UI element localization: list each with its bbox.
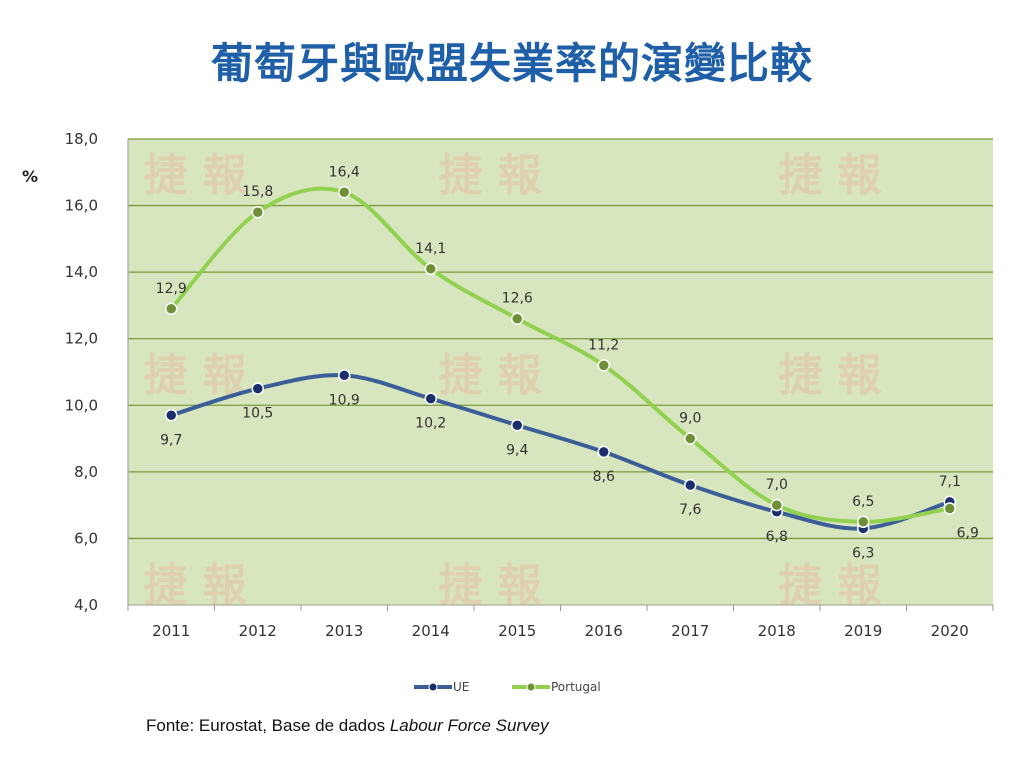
marker-ue <box>424 392 437 405</box>
y-tick-label: 16,0 <box>65 197 98 215</box>
x-tick-label: 2012 <box>239 622 277 640</box>
data-label-ue: 7,6 <box>679 502 701 518</box>
legend-label-portugal: Portugal <box>551 680 601 694</box>
x-tick-label: 2019 <box>844 622 882 640</box>
marker-ue <box>684 478 697 492</box>
legend: UE Portugal <box>414 680 601 694</box>
source-prefix: Fonte: Eurostat, Base de dados <box>146 716 390 735</box>
x-tick-label: 2017 <box>671 622 709 640</box>
y-tick-label: 14,0 <box>65 263 98 281</box>
watermark-text: 捷 報 <box>143 350 246 401</box>
data-label-portugal: 14,1 <box>415 241 446 257</box>
data-label-portugal: 12,6 <box>502 291 533 307</box>
data-label-ue: 6,3 <box>852 545 874 561</box>
y-tick-label: 8,0 <box>74 463 98 481</box>
marker-portugal <box>770 498 783 512</box>
x-tick-label: 2014 <box>412 622 450 640</box>
marker-portugal <box>857 515 870 529</box>
data-label-ue: 10,2 <box>415 416 446 432</box>
x-tick-label: 2013 <box>325 622 363 640</box>
marker-ue <box>338 369 351 382</box>
watermark-text: 捷 報 <box>143 150 246 201</box>
y-tick-label: 4,0 <box>74 596 98 614</box>
marker-portugal <box>943 502 956 515</box>
data-label-ue: 6,8 <box>766 529 788 545</box>
marker-portugal <box>597 359 610 372</box>
watermark-text: 捷 報 <box>143 560 246 611</box>
marker-ue <box>251 382 264 395</box>
data-label-portugal: 11,2 <box>588 337 619 353</box>
watermark-text: 捷 報 <box>778 150 881 201</box>
marker-portugal <box>251 205 264 219</box>
data-label-portugal: 7,0 <box>766 477 788 493</box>
source-note: Fonte: Eurostat, Base de dados Labour Fo… <box>146 716 549 736</box>
marker-ue <box>511 419 524 432</box>
data-label-ue: 7,1 <box>939 474 961 490</box>
x-tick-label: 2015 <box>498 622 536 640</box>
data-label-portugal: 6,5 <box>852 494 874 510</box>
y-tick-label: 18,0 <box>65 130 98 148</box>
series-line-portugal <box>169 186 952 524</box>
data-labels: 9,7 10,5 10,9 10,2 9,4 8,6 7,6 6,8 6,3 7,1 12,9 15,… <box>156 164 979 561</box>
watermark-text: 捷 報 <box>778 350 881 401</box>
legend-marker-portugal <box>526 682 536 692</box>
watermarks: 捷 報捷 報捷 報捷 報捷 報捷 報捷 報捷 報捷 報 <box>143 150 881 611</box>
y-tick-label: 10,0 <box>65 396 98 414</box>
watermark-text: 捷 報 <box>438 150 541 201</box>
data-label-portugal: 15,8 <box>242 184 273 200</box>
series-markers <box>165 186 956 535</box>
x-tick-label: 2011 <box>152 622 190 640</box>
watermark-text: 捷 報 <box>438 350 541 401</box>
marker-portugal <box>165 302 178 316</box>
watermark-text: 捷 報 <box>438 560 541 611</box>
series-line-ue <box>169 373 952 531</box>
data-label-ue: 9,7 <box>160 432 182 448</box>
y-tick-label: 6,0 <box>74 529 98 547</box>
data-label-portugal: 16,4 <box>329 164 360 180</box>
data-label-ue: 8,6 <box>593 469 615 485</box>
x-tick-label: 2020 <box>931 622 969 640</box>
data-label-portugal: 12,9 <box>156 281 187 297</box>
watermark-text: 捷 報 <box>778 560 881 611</box>
chart-title: 葡萄牙與歐盟失業率的演變比較 <box>210 39 813 88</box>
x-tick-label: 2016 <box>585 622 623 640</box>
data-label-ue: 9,4 <box>506 442 528 458</box>
axes: 4,0 6,0 8,0 10,0 12,0 14,0 16,0 18,0 2011 2012 201… <box>22 130 994 640</box>
marker-ue <box>165 409 178 422</box>
data-label-ue: 10,9 <box>329 392 360 408</box>
marker-portugal <box>684 432 697 445</box>
marker-portugal <box>511 312 524 325</box>
legend-label-ue: UE <box>453 680 469 694</box>
marker-portugal <box>338 186 351 199</box>
legend-marker-ue <box>428 682 438 692</box>
series-lines <box>169 186 952 531</box>
y-tick-label: 12,0 <box>65 330 98 348</box>
data-label-portugal: 9,0 <box>679 411 701 427</box>
line-chart: 捷 報捷 報捷 報捷 報捷 報捷 報捷 報捷 報捷 報 4,06,08,010,… <box>22 130 994 694</box>
source-italic: Labour Force Survey <box>389 716 549 735</box>
data-label-portugal: 6,9 <box>957 525 979 541</box>
marker-portugal <box>424 262 437 276</box>
x-tick-label: 2018 <box>758 622 796 640</box>
data-label-ue: 10,5 <box>242 406 273 422</box>
y-axis-label: % <box>22 167 38 186</box>
marker-ue <box>597 445 610 459</box>
